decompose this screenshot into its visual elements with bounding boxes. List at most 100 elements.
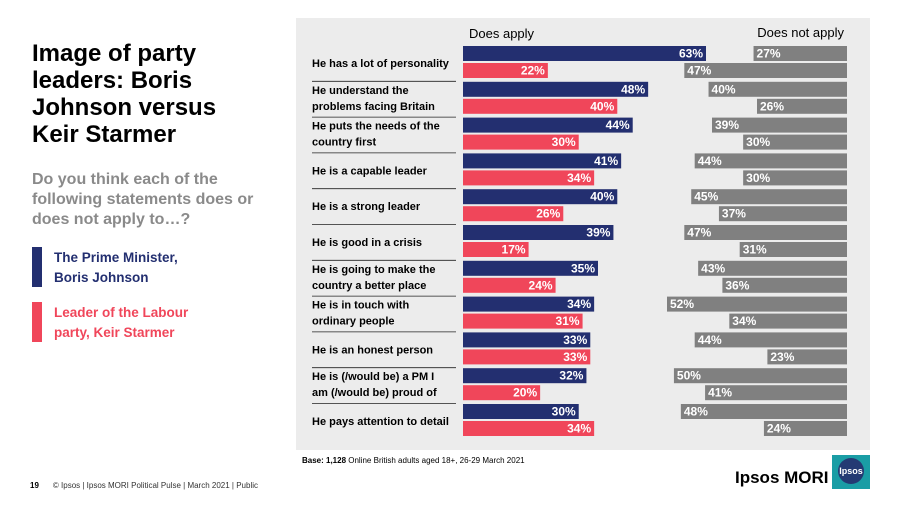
bar-starmer-not-apply xyxy=(729,313,847,329)
legend-label-johnson: The Prime Minister, Boris Johnson xyxy=(54,248,234,288)
value-label-johnson-not-apply: 40% xyxy=(712,82,736,96)
value-label-starmer-apply: 33% xyxy=(563,350,587,364)
value-label-johnson-apply: 33% xyxy=(563,333,587,347)
slide-subtitle: Do you think each of the following state… xyxy=(32,171,254,228)
legend-item-starmer: Leader of the Labour party, Keir Starmer xyxy=(32,302,232,342)
bar-johnson-apply xyxy=(463,296,595,312)
value-label-starmer-not-apply: 30% xyxy=(746,171,770,185)
value-label-starmer-apply: 17% xyxy=(502,243,526,257)
bar-johnson-apply xyxy=(463,189,618,205)
bar-starmer-apply xyxy=(463,242,529,257)
base-note: Base: 1,128 Online British adults aged 1… xyxy=(302,456,525,465)
value-label-johnson-not-apply: 39% xyxy=(715,118,739,132)
category-label: He puts the needs of the xyxy=(312,121,440,133)
bar-starmer-not-apply xyxy=(722,277,847,293)
bar-starmer-not-apply xyxy=(743,134,847,150)
bar-starmer-not-apply xyxy=(705,385,847,401)
legend-swatch-starmer xyxy=(32,302,42,342)
value-label-johnson-apply: 32% xyxy=(559,369,583,383)
value-label-johnson-not-apply: 47% xyxy=(687,226,711,240)
value-label-johnson-apply: 41% xyxy=(594,154,618,168)
value-label-starmer-not-apply: 37% xyxy=(722,207,746,221)
bar-starmer-apply xyxy=(463,206,564,222)
header-does-apply: Does apply xyxy=(469,26,535,41)
category-label: He understand the xyxy=(312,85,409,97)
bar-johnson-apply xyxy=(463,117,633,133)
value-label-johnson-apply: 35% xyxy=(571,261,595,275)
bar-johnson-apply xyxy=(463,404,579,419)
chart-panel: Does apply Does not apply He has a lot of … xyxy=(296,18,870,450)
logo-ring xyxy=(838,458,864,484)
category-label: He is going to make the xyxy=(312,264,435,276)
value-label-johnson-not-apply: 50% xyxy=(677,369,701,383)
bar-starmer-apply xyxy=(463,421,595,436)
value-label-johnson-not-apply: 44% xyxy=(698,333,722,347)
value-label-starmer-not-apply: 36% xyxy=(725,278,749,292)
brand-name: Ipsos MORI xyxy=(735,468,829,487)
category-label: am (/would be) proud of xyxy=(312,387,437,399)
value-label-johnson-apply: 40% xyxy=(590,190,614,204)
value-label-starmer-not-apply: 47% xyxy=(687,64,711,78)
bar-starmer-not-apply xyxy=(763,421,847,436)
category-label: ordinary people xyxy=(312,316,395,328)
bar-starmer-not-apply xyxy=(718,206,847,222)
bar-johnson-apply xyxy=(463,332,591,348)
legend-label-starmer: Leader of the Labour party, Keir Starmer xyxy=(54,303,234,343)
category-label: country a better place xyxy=(312,280,426,292)
bar-johnson-not-apply xyxy=(673,368,847,384)
value-label-starmer-not-apply: 26% xyxy=(760,99,784,113)
value-label-johnson-not-apply: 52% xyxy=(670,297,694,311)
value-label-starmer-apply: 26% xyxy=(536,207,560,221)
value-label-starmer-not-apply: 30% xyxy=(746,135,770,149)
legend-swatch-johnson xyxy=(32,247,42,287)
category-label: problems facing Britain xyxy=(312,101,435,113)
value-label-starmer-apply: 34% xyxy=(567,422,591,436)
category-label: He is (/would be) a PM I xyxy=(312,371,434,383)
bar-starmer-apply xyxy=(463,98,618,114)
value-label-johnson-apply: 39% xyxy=(586,226,610,240)
bar-starmer-not-apply xyxy=(684,63,847,78)
legend-item-johnson: The Prime Minister, Boris Johnson xyxy=(32,247,232,287)
legend-label-starmer-line2: party, Keir Starmer xyxy=(54,325,175,340)
value-label-starmer-apply: 40% xyxy=(590,99,614,113)
base-text: Online British adults aged 18+, 26-29 Ma… xyxy=(346,456,525,465)
category-label: He pays attention to detail xyxy=(312,416,449,428)
header-does-not-apply: Does not apply xyxy=(757,25,844,40)
value-label-johnson-apply: 63% xyxy=(679,47,703,61)
value-label-johnson-not-apply: 43% xyxy=(701,261,725,275)
base-label: Base: 1,128 xyxy=(302,456,347,465)
value-label-starmer-not-apply: 24% xyxy=(767,422,791,436)
bar-johnson-apply xyxy=(463,46,706,61)
value-label-johnson-not-apply: 44% xyxy=(698,154,722,168)
value-label-starmer-not-apply: 34% xyxy=(732,314,756,328)
bar-johnson-not-apply xyxy=(680,404,847,419)
bar-starmer-apply xyxy=(463,170,595,186)
bar-johnson-not-apply xyxy=(684,225,847,240)
page-number: 19 xyxy=(30,481,39,490)
bar-johnson-not-apply xyxy=(708,81,847,97)
bar-johnson-not-apply xyxy=(694,153,847,169)
footer-text: © Ipsos | Ipsos MORI Political Pulse | M… xyxy=(52,481,259,490)
bar-johnson-apply xyxy=(463,260,598,276)
value-label-starmer-not-apply: 23% xyxy=(770,350,794,364)
legend-label-johnson-line1: The Prime Minister, xyxy=(54,250,178,265)
value-label-starmer-not-apply: 31% xyxy=(743,243,767,257)
bar-johnson-not-apply xyxy=(753,46,847,61)
legend-label-starmer-line1: Leader of the Labour xyxy=(54,305,189,320)
value-label-starmer-apply: 30% xyxy=(552,135,576,149)
value-label-starmer-apply: 31% xyxy=(556,314,580,328)
bar-starmer-apply xyxy=(463,313,583,329)
value-label-starmer-apply: 24% xyxy=(529,278,553,292)
bar-starmer-not-apply xyxy=(757,98,847,114)
category-label: He is in touch with xyxy=(312,300,409,312)
bar-starmer-apply xyxy=(463,63,548,78)
value-label-johnson-not-apply: 48% xyxy=(684,405,708,419)
bar-starmer-apply xyxy=(463,349,591,365)
category-label: He is an honest person xyxy=(312,344,433,356)
value-label-johnson-apply: 48% xyxy=(621,82,645,96)
bar-johnson-not-apply xyxy=(667,296,847,312)
value-label-starmer-apply: 34% xyxy=(567,171,591,185)
bar-johnson-not-apply xyxy=(694,332,847,348)
bar-johnson-not-apply xyxy=(698,260,847,276)
value-label-johnson-not-apply: 27% xyxy=(757,47,781,61)
